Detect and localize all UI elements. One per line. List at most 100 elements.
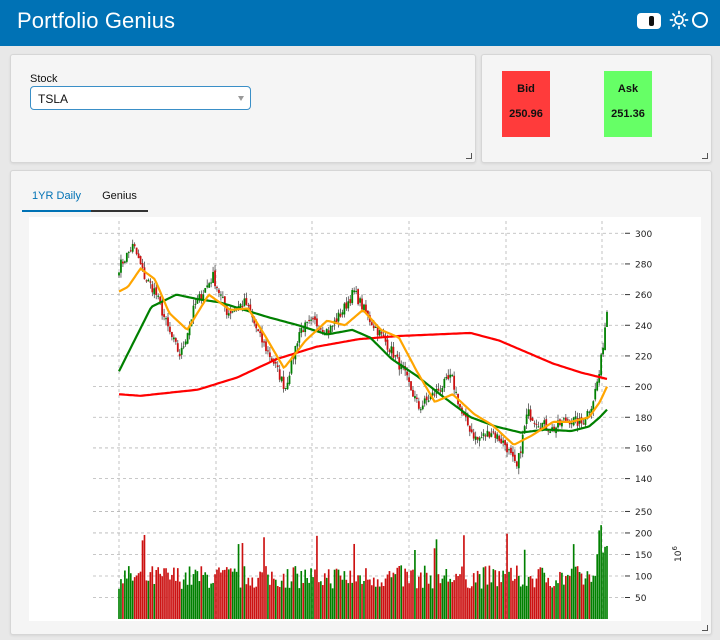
volume-bar <box>435 539 438 619</box>
candle-body <box>590 408 593 414</box>
volume-bar <box>302 582 305 619</box>
resize-handle[interactable] <box>702 153 708 159</box>
volume-bar <box>429 575 432 619</box>
volume-bar <box>414 550 416 619</box>
volume-bar <box>118 588 120 619</box>
volume-bar <box>184 572 187 619</box>
bid-value: 250.96 <box>509 108 543 120</box>
candle-body <box>510 447 512 454</box>
volume-bar <box>231 571 234 619</box>
volume-tick-label: 150 <box>635 551 652 561</box>
volume-bar <box>498 571 501 619</box>
candle-body <box>319 328 322 330</box>
volume-bar <box>555 580 557 619</box>
candle-body <box>133 244 136 247</box>
volume-bar <box>145 580 148 619</box>
candle-body <box>127 252 130 254</box>
stock-select[interactable]: TSLA <box>30 86 251 110</box>
candle-body <box>466 414 469 426</box>
resize-handle[interactable] <box>466 153 472 159</box>
candle-body <box>535 423 538 425</box>
candle-body <box>122 261 124 264</box>
volume-bar <box>298 588 301 619</box>
volume-bar <box>312 577 314 619</box>
volume-bar <box>482 567 485 619</box>
tab-genius[interactable]: Genius <box>91 184 148 212</box>
candle-body <box>523 426 526 434</box>
candle-body <box>557 420 559 428</box>
candle-body <box>169 326 171 333</box>
volume-bar <box>421 587 424 619</box>
volume-bar <box>169 579 171 619</box>
theme-toggle[interactable] <box>637 13 661 29</box>
app-title: Portfolio Genius <box>17 8 176 33</box>
volume-bar <box>257 577 259 619</box>
volume-bar <box>122 583 124 619</box>
volume-bar <box>310 568 312 619</box>
candle-body <box>453 375 456 390</box>
candle-body <box>335 318 338 323</box>
volume-bar <box>445 569 448 619</box>
volume-bar <box>372 577 375 619</box>
candle-body <box>564 417 567 421</box>
resize-handle[interactable] <box>702 625 708 631</box>
candle-body <box>515 461 518 467</box>
candle-body <box>517 453 520 469</box>
moon-icon[interactable] <box>692 12 708 28</box>
candle-body <box>449 374 452 378</box>
candle-body <box>176 343 179 352</box>
sun-icon[interactable] <box>669 10 689 30</box>
volume-bar <box>306 578 308 619</box>
candle-body <box>282 376 285 389</box>
volume-bar <box>173 567 175 619</box>
volume-bar <box>576 566 579 619</box>
volume-bar <box>167 572 169 619</box>
candle-body <box>427 400 430 402</box>
candle-body <box>339 313 342 317</box>
volume-bar <box>418 576 420 619</box>
volume-bar <box>374 586 377 619</box>
volume-bar <box>175 580 177 619</box>
candle-body <box>135 247 138 255</box>
volume-bar <box>600 525 602 619</box>
volume-bar <box>190 584 193 619</box>
volume-bar <box>494 570 497 619</box>
volume-bar <box>451 582 454 619</box>
volume-bar <box>208 587 210 619</box>
volume-bar <box>410 570 412 619</box>
volume-bar <box>333 569 336 619</box>
volume-bar <box>590 581 593 619</box>
volume-bar <box>274 579 277 619</box>
volume-bar <box>508 571 510 619</box>
candle-body <box>382 334 385 337</box>
candle-body <box>561 420 563 427</box>
candle-body <box>192 305 195 319</box>
volume-bar <box>271 571 273 619</box>
volume-bar <box>129 573 132 619</box>
volume-bar <box>606 545 608 619</box>
volume-unit-exponent: 6 <box>671 546 679 551</box>
candle-body <box>200 294 203 300</box>
volume-bar <box>202 574 205 619</box>
candle-body <box>151 284 154 293</box>
volume-bar <box>296 573 299 619</box>
volume-bar <box>159 573 161 619</box>
ask-label: Ask <box>617 83 639 95</box>
candle-body <box>308 319 311 321</box>
tab-1yr-daily[interactable]: 1YR Daily <box>22 184 91 212</box>
candle-body <box>284 387 287 389</box>
volume-bar <box>163 568 165 619</box>
candle-body <box>245 298 248 305</box>
volume-bar <box>235 571 238 619</box>
volume-bar <box>570 568 573 619</box>
volume-bar <box>341 579 344 619</box>
volume-bar <box>261 572 263 619</box>
price-tick-label: 240 <box>635 322 652 332</box>
candle-body <box>594 388 597 400</box>
volume-bar <box>218 567 220 619</box>
candle-body <box>472 432 475 439</box>
candle-body <box>468 425 471 432</box>
volume-bar <box>384 578 387 619</box>
candle-body <box>157 295 160 297</box>
volume-bar <box>269 584 271 619</box>
